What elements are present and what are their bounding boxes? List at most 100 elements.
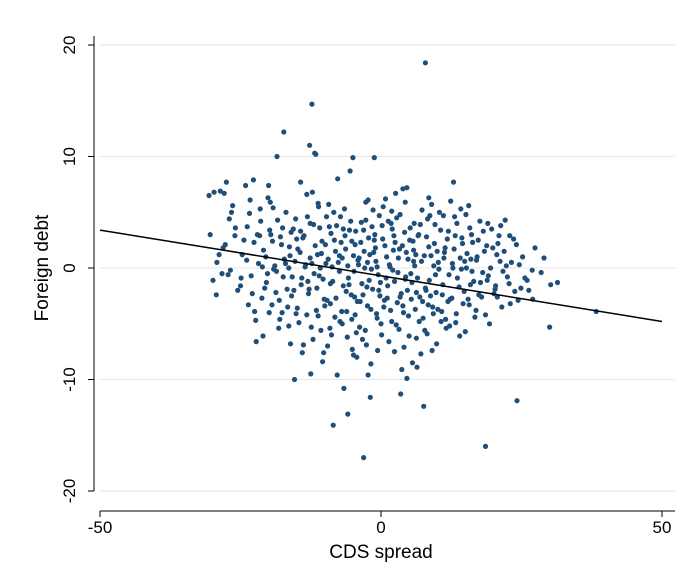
data-point-460 bbox=[447, 323, 453, 329]
data-point-110 bbox=[219, 271, 225, 277]
data-point-346 bbox=[432, 221, 438, 228]
data-point-444 bbox=[413, 289, 419, 296]
data-point-418 bbox=[494, 294, 500, 300]
data-point-470 bbox=[477, 279, 484, 286]
data-point-467 bbox=[298, 228, 304, 234]
data-point-313 bbox=[472, 314, 478, 320]
data-point-5 bbox=[313, 151, 319, 157]
data-point-443 bbox=[352, 312, 358, 318]
data-point-284 bbox=[289, 274, 295, 280]
data-point-38 bbox=[452, 214, 458, 220]
data-point-165 bbox=[439, 308, 445, 315]
data-point-182 bbox=[344, 334, 350, 340]
data-point-176 bbox=[357, 324, 363, 330]
data-point-474 bbox=[493, 283, 499, 289]
data-point-292 bbox=[359, 336, 366, 342]
data-point-256 bbox=[373, 258, 379, 264]
data-point-448 bbox=[422, 285, 428, 291]
data-point-386 bbox=[416, 232, 422, 238]
data-point-132 bbox=[235, 287, 241, 293]
data-point-220 bbox=[438, 227, 444, 233]
data-point-78 bbox=[481, 248, 487, 254]
data-point-449 bbox=[340, 226, 346, 232]
data-point-415 bbox=[276, 297, 282, 303]
data-point-238 bbox=[431, 263, 437, 269]
data-point-356 bbox=[465, 296, 471, 302]
data-point-69 bbox=[470, 239, 476, 245]
data-point-293 bbox=[386, 339, 392, 345]
data-point-85 bbox=[395, 255, 401, 261]
data-point-426 bbox=[524, 277, 530, 283]
data-point-442 bbox=[411, 258, 417, 264]
data-point-84 bbox=[367, 252, 373, 258]
data-point-28 bbox=[247, 197, 253, 203]
data-point-184 bbox=[413, 335, 419, 341]
data-point-291 bbox=[402, 199, 408, 205]
x-axis-title: CDS spread bbox=[329, 542, 433, 563]
data-point-424 bbox=[516, 262, 522, 268]
data-point-113 bbox=[311, 271, 317, 277]
data-point-219 bbox=[328, 230, 334, 236]
data-point-328 bbox=[382, 243, 388, 249]
data-point-200 bbox=[308, 371, 314, 377]
data-point-51 bbox=[407, 225, 413, 231]
data-point-380 bbox=[403, 249, 409, 255]
data-point-118 bbox=[454, 275, 460, 281]
data-point-195 bbox=[418, 351, 424, 357]
data-point-399 bbox=[315, 313, 321, 319]
data-point-458 bbox=[441, 249, 448, 255]
data-point-406 bbox=[462, 258, 468, 264]
data-point-163 bbox=[373, 311, 380, 317]
data-point-387 bbox=[337, 318, 343, 325]
data-point-402 bbox=[450, 265, 456, 271]
data-point-23 bbox=[265, 195, 271, 201]
data-point-216 bbox=[405, 256, 411, 262]
data-point-263 bbox=[408, 296, 414, 302]
data-point-366 bbox=[512, 288, 518, 294]
data-point-367 bbox=[377, 279, 383, 286]
data-point-322 bbox=[237, 283, 244, 289]
data-point-207 bbox=[330, 422, 336, 428]
data-point-196 bbox=[320, 359, 326, 365]
data-point-30 bbox=[270, 205, 276, 211]
data-point-341 bbox=[338, 239, 344, 245]
data-point-295 bbox=[406, 333, 412, 339]
data-point-9 bbox=[347, 168, 353, 174]
data-point-446 bbox=[417, 221, 423, 228]
data-point-469 bbox=[293, 311, 299, 317]
data-point-477 bbox=[267, 227, 273, 233]
data-point-411 bbox=[288, 229, 294, 235]
data-point-89 bbox=[214, 259, 220, 265]
data-point-199 bbox=[291, 376, 298, 383]
data-point-76 bbox=[411, 247, 417, 253]
data-point-171 bbox=[389, 318, 395, 325]
data-point-161 bbox=[304, 312, 310, 318]
data-point-306 bbox=[316, 204, 322, 210]
data-point-180 bbox=[260, 333, 266, 339]
data-point-53 bbox=[489, 226, 495, 232]
points-layer bbox=[206, 60, 599, 461]
data-point-246 bbox=[480, 269, 486, 276]
data-point-269 bbox=[423, 234, 430, 240]
data-point-330 bbox=[388, 307, 394, 313]
data-point-279 bbox=[454, 220, 460, 226]
data-point-268 bbox=[335, 259, 341, 265]
data-point-8 bbox=[371, 155, 377, 161]
data-point-277 bbox=[446, 272, 452, 278]
data-point-283 bbox=[467, 282, 473, 288]
data-point-117 bbox=[432, 272, 439, 278]
data-point-437 bbox=[361, 248, 367, 254]
data-point-130 bbox=[548, 282, 554, 288]
data-point-398 bbox=[440, 213, 446, 219]
data-point-36 bbox=[331, 209, 337, 215]
data-point-472 bbox=[485, 220, 491, 226]
data-point-177 bbox=[396, 326, 402, 332]
data-point-7 bbox=[350, 155, 356, 161]
data-point-368 bbox=[379, 223, 385, 229]
data-point-222 bbox=[449, 295, 455, 301]
data-point-239 bbox=[324, 297, 330, 303]
data-point-224 bbox=[464, 250, 470, 257]
data-point-231 bbox=[390, 247, 396, 253]
data-point-388 bbox=[419, 207, 425, 213]
data-point-359 bbox=[279, 310, 285, 316]
